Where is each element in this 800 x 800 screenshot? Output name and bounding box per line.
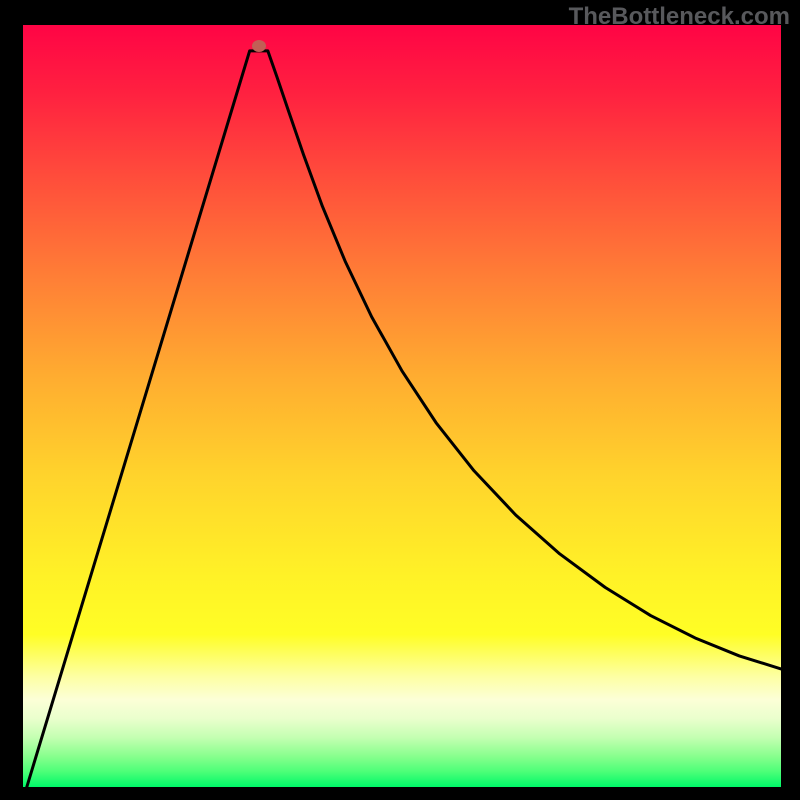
- container: TheBottleneck.com: [0, 0, 800, 800]
- watermark-text: TheBottleneck.com: [569, 3, 790, 31]
- plot-area: [23, 25, 781, 787]
- curve-line: [23, 25, 781, 787]
